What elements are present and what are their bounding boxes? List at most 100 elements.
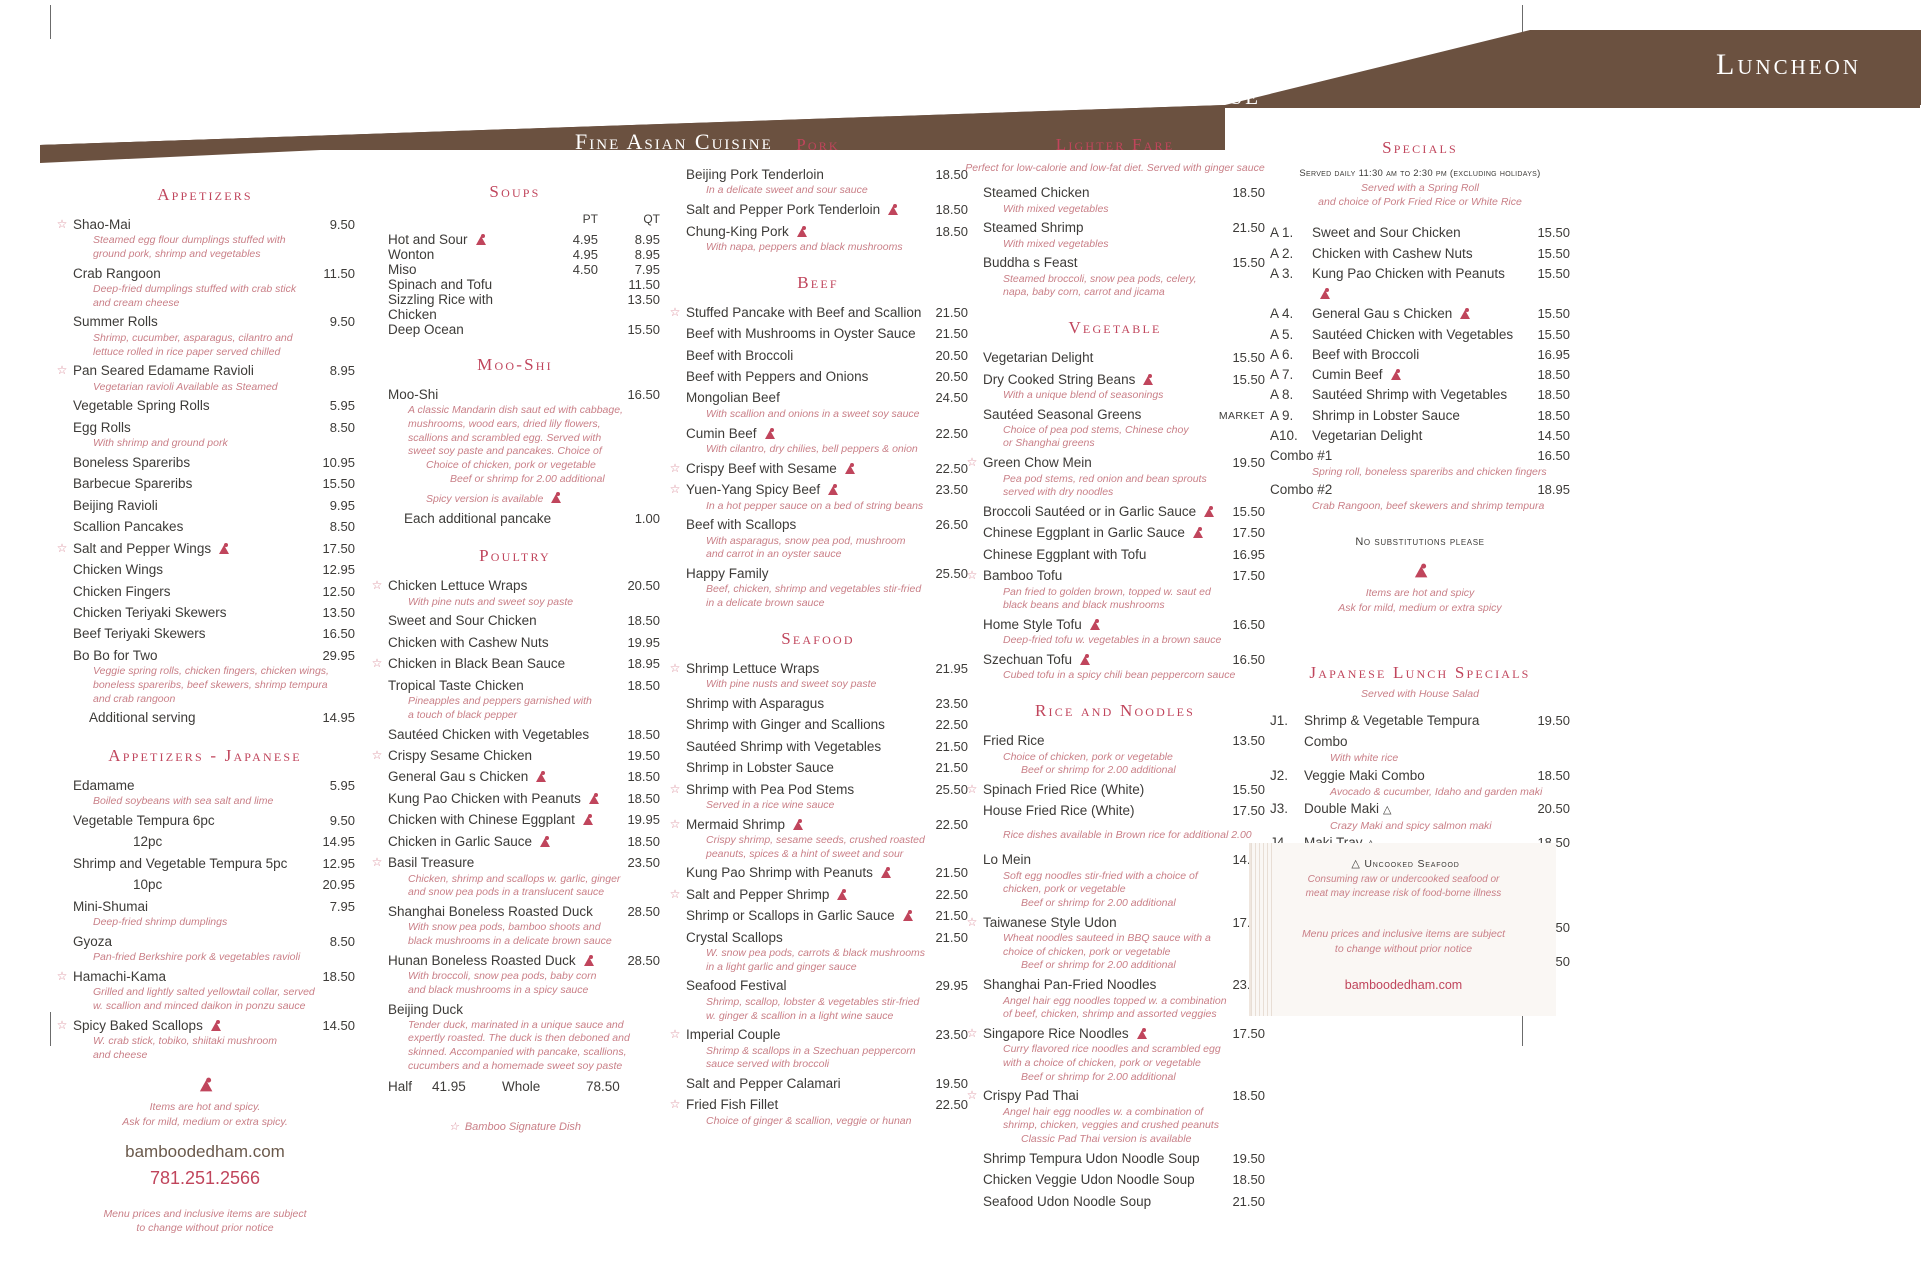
menu-item-row[interactable]: Beef Teriyaki Skewers 16.50	[55, 624, 355, 643]
menu-item-row[interactable]: Kung Pao Shrimp with Peanuts 21.50	[668, 863, 968, 882]
menu-item-row[interactable]: Dry Cooked String Beans 15.50	[965, 370, 1265, 389]
menu-item-row[interactable]: ☆ Stuffed Pancake with Beef and Scallion 2…	[668, 303, 968, 322]
menu-item-row[interactable]: Mongolian Beef 24.50	[668, 388, 968, 407]
menu-item-row[interactable]: ☆ Chicken Lettuce Wraps 20.50	[370, 576, 660, 595]
menu-item-row[interactable]: Shrimp or Scallops in Garlic Sauce 21.50	[668, 906, 968, 925]
menu-item-row[interactable]: ☆ Salt and Pepper Shrimp 22.50	[668, 885, 968, 904]
menu-item-row[interactable]: Sautéed Chicken with Vegetables 18.50	[370, 725, 660, 744]
menu-item-row[interactable]: General Gau s Chicken 18.50	[370, 767, 660, 786]
menu-item-row[interactable]: ☆ Shrimp Lettuce Wraps 21.95	[668, 659, 968, 678]
japanese-lunch-row[interactable]: J3. Double Maki △ 20.50	[1270, 799, 1570, 819]
menu-item-row[interactable]: Hunan Boneless Roasted Duck 28.50	[370, 951, 660, 970]
menu-item-row[interactable]: Beef with Peppers and Onions 20.50	[668, 367, 968, 386]
menu-item-row[interactable]: ☆ Spicy Baked Scallops 14.50	[55, 1016, 355, 1035]
menu-item-row[interactable]: Tropical Taste Chicken 18.50	[370, 676, 660, 695]
menu-item-row[interactable]: Shanghai Pan-Fried Noodles23.50	[965, 975, 1265, 994]
special-combo-row[interactable]: A 6. Beef with Broccoli 16.95	[1270, 345, 1570, 365]
menu-item-row[interactable]: Kung Pao Chicken with Peanuts 18.50	[370, 789, 660, 808]
menu-item-row[interactable]: Chicken Teriyaki Skewers 13.50	[55, 603, 355, 622]
menu-item-row[interactable]: Chinese Eggplant in Garlic Sauce 17.50	[965, 523, 1265, 542]
soup-row[interactable]: Deep Ocean 15.50	[370, 322, 660, 337]
menu-item-row[interactable]: ☆ Bamboo Tofu 17.50	[965, 566, 1265, 585]
menu-item-row[interactable]: Additional serving 14.95	[55, 708, 355, 727]
menu-item-row[interactable]: Fried Rice 13.50	[965, 731, 1265, 750]
special-combo-row[interactable]: A 8. Sautéed Shrimp with Vegetables 18.50	[1270, 385, 1570, 405]
menu-item-row[interactable]: Egg Rolls 8.50	[55, 418, 355, 437]
special-combo-row[interactable]: A10. Vegetarian Delight 14.50	[1270, 426, 1570, 446]
soup-row[interactable]: Hot and Sour 4.95 8.95	[370, 232, 660, 247]
menu-item-row[interactable]: Vegetable Tempura 6pc 9.50	[55, 811, 355, 830]
special-combo-row[interactable]: A 5. Sautéed Chicken with Vegetables 15.50	[1270, 325, 1570, 345]
menu-item-row[interactable]: ☆ Basil Treasure 23.50	[370, 853, 660, 872]
menu-item-row[interactable]: Chung-King Pork 18.50	[668, 222, 968, 241]
menu-item-row[interactable]: Seafood Udon Noodle Soup 21.50	[965, 1192, 1265, 1211]
phone-number[interactable]: 781.251.2566	[149, 1167, 261, 1188]
menu-item-row[interactable]: Beijing Ravioli 9.95	[55, 496, 355, 515]
menu-item-row[interactable]: Vegetarian Delight 15.50	[965, 348, 1265, 367]
menu-item-row[interactable]: Broccoli Sautéed or in Garlic Sauce 15.50	[965, 502, 1265, 521]
special-combo-row[interactable]: A 9. Shrimp in Lobster Sauce 18.50	[1270, 406, 1570, 426]
menu-item-row[interactable]: Sautéed Shrimp with Vegetables 21.50	[668, 737, 968, 756]
menu-item-row[interactable]: Mini-Shumai 7.95	[55, 897, 355, 916]
menu-item-row[interactable]: Boneless Spareribs 10.95	[55, 453, 355, 472]
menu-item-row[interactable]: Steamed Shrimp 21.50	[965, 218, 1265, 237]
soup-row[interactable]: Spinach and Tofu 11.50	[370, 277, 660, 292]
menu-item-row[interactable]: Shrimp Tempura Udon Noodle Soup 19.50	[965, 1149, 1265, 1168]
menu-item-row[interactable]: Salt and Pepper Pork Tenderloin 18.50	[668, 200, 968, 219]
japanese-lunch-row[interactable]: J1. Shrimp & Vegetable Tempura Combo 19.50	[1270, 711, 1570, 752]
menu-item-row[interactable]: Sweet and Sour Chicken 18.50	[370, 611, 660, 630]
menu-item-row[interactable]: ☆ Fried Fish Fillet 22.50	[668, 1095, 968, 1114]
menu-item-row[interactable]: Crab Rangoon 11.50	[55, 264, 355, 283]
menu-item-row[interactable]: Moo-Shi 16.50	[370, 385, 660, 404]
menu-item-row[interactable]: Shrimp with Ginger and Scallions 22.50	[668, 715, 968, 734]
combo-row[interactable]: Combo #2 18.95	[1270, 480, 1570, 500]
menu-item-row[interactable]: ☆ Mermaid Shrimp 22.50	[668, 815, 968, 834]
menu-item-row[interactable]: Chicken in Garlic Sauce 18.50	[370, 832, 660, 851]
menu-item-row[interactable]: ☆ Pan Seared Edamame Ravioli 8.95	[55, 361, 355, 380]
menu-item-row[interactable]: Bo Bo for Two 29.95	[55, 646, 355, 665]
menu-item-row[interactable]: ☆ Shrimp with Pea Pod Stems 25.50	[668, 780, 968, 799]
menu-item-row[interactable]: Each additional pancake 1.00	[370, 509, 660, 528]
menu-item-row[interactable]: Beef with Mushrooms in Oyster Sauce 21.50	[668, 324, 968, 343]
menu-item-row[interactable]: 12pc 14.95	[55, 832, 355, 851]
menu-item-row[interactable]: ☆ Singapore Rice Noodles 17.50	[965, 1024, 1265, 1043]
menu-item-row[interactable]: ☆ Shao-Mai 9.50	[55, 215, 355, 234]
soup-row[interactable]: Sizzling Rice with Chicken 13.50	[370, 292, 660, 322]
menu-item-row[interactable]: ☆ Crispy Beef with Sesame 22.50	[668, 459, 968, 478]
menu-item-row[interactable]: Gyoza 8.50	[55, 932, 355, 951]
menu-item-row[interactable]: Beef with Scallops 26.50	[668, 515, 968, 534]
menu-item-row[interactable]: Lo Mein14.50	[965, 850, 1265, 869]
menu-item-row[interactable]: Vegetable Spring Rolls 5.95	[55, 396, 355, 415]
menu-item-row[interactable]: Szechuan Tofu 16.50	[965, 650, 1265, 669]
special-combo-row[interactable]: A 1. Sweet and Sour Chicken 15.50	[1270, 223, 1570, 243]
menu-item-row[interactable]: Sautéed Seasonal Greens MARKET	[965, 405, 1265, 424]
menu-item-row[interactable]: Happy Family 25.50	[668, 564, 968, 583]
menu-item-row[interactable]: Chinese Eggplant with Tofu 16.95	[965, 545, 1265, 564]
menu-item-row[interactable]: Shrimp and Vegetable Tempura 5pc 12.95	[55, 854, 355, 873]
menu-item-row[interactable]: ☆ Crispy Sesame Chicken 19.50	[370, 746, 660, 765]
menu-item-row[interactable]: Beijing Pork Tenderloin 18.50	[668, 165, 968, 184]
menu-item-row[interactable]: ☆ Hamachi-Kama 18.50	[55, 967, 355, 986]
menu-item-row[interactable]: Cumin Beef 22.50	[668, 424, 968, 443]
menu-item-row[interactable]: Beijing Duck	[370, 1000, 660, 1019]
menu-item-row[interactable]: Barbecue Spareribs 15.50	[55, 474, 355, 493]
menu-item-row[interactable]: ☆ Chicken in Black Bean Sauce 18.95	[370, 654, 660, 673]
menu-item-row[interactable]: ☆ Green Chow Mein 19.50	[965, 453, 1265, 472]
menu-item-row[interactable]: ☆ Yuen-Yang Spicy Beef 23.50	[668, 480, 968, 499]
menu-item-row[interactable]: ☆ Salt and Pepper Wings 17.50	[55, 539, 355, 558]
menu-item-row[interactable]: ☆ Spinach Fried Rice (White) 15.50	[965, 780, 1265, 799]
menu-item-row[interactable]: Shrimp with Asparagus 23.50	[668, 694, 968, 713]
menu-item-row[interactable]: ☆Taiwanese Style Udon17.50	[965, 913, 1265, 932]
special-combo-row[interactable]: A 2. Chicken with Cashew Nuts 15.50	[1270, 244, 1570, 264]
menu-item-row[interactable]: Beef with Broccoli 20.50	[668, 346, 968, 365]
menu-item-row[interactable]: Steamed Chicken 18.50	[965, 183, 1265, 202]
special-combo-row[interactable]: A 7. Cumin Beef 18.50	[1270, 365, 1570, 385]
soup-row[interactable]: Wonton 4.95 8.95	[370, 247, 660, 262]
menu-item-row[interactable]: Seafood Festival 29.95	[668, 976, 968, 995]
menu-item-row[interactable]: Chicken Wings 12.95	[55, 560, 355, 579]
menu-item-row[interactable]: Chicken Fingers 12.50	[55, 582, 355, 601]
menu-item-row[interactable]: Scallion Pancakes 8.50	[55, 517, 355, 536]
combo-row[interactable]: Combo #1 16.50	[1270, 446, 1570, 466]
special-combo-row[interactable]: A 4. General Gau s Chicken 15.50	[1270, 304, 1570, 324]
menu-item-row[interactable]: Summer Rolls 9.50	[55, 312, 355, 331]
